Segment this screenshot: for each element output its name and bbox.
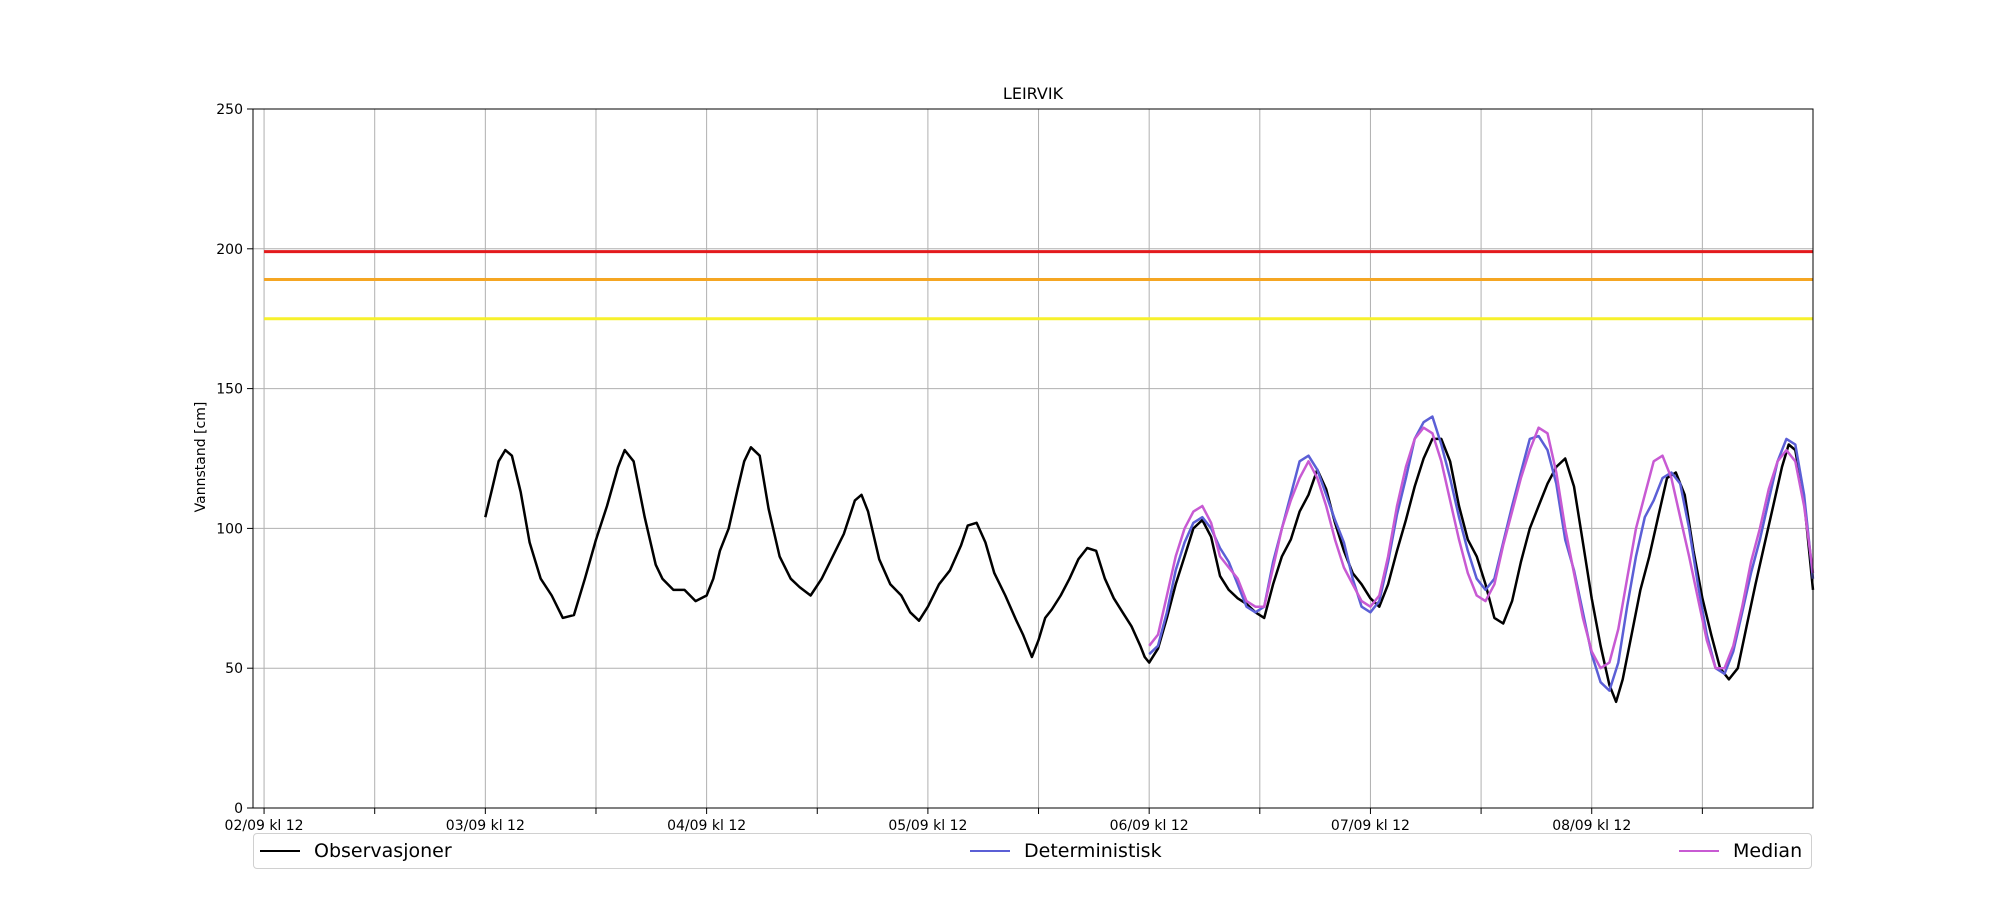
legend-item-deterministisk: Deterministisk bbox=[970, 834, 1162, 868]
axes: 0 50 100 150 200 250 02/09 kl 12 03/09 kl 12 04/… bbox=[216, 102, 1814, 834]
plot-frame bbox=[252, 108, 1814, 809]
legend-label-median: Median bbox=[1733, 840, 1803, 862]
legend-item-median: Median bbox=[1679, 834, 1802, 868]
x-tick-label-4: 04/09 kl 12 bbox=[667, 818, 746, 834]
legend-swatch-deterministisk bbox=[970, 850, 1010, 852]
legend-swatch-median bbox=[1679, 850, 1719, 852]
series-line-deterministisk bbox=[1148, 415, 1815, 692]
y-axis-label: Vannstand [cm] bbox=[193, 402, 209, 513]
legend: Observasjoner Deterministisk Median bbox=[253, 833, 1812, 869]
y-tick-label-4: 200 bbox=[216, 242, 243, 258]
series-line-median bbox=[1148, 426, 1815, 670]
threshold-lines bbox=[264, 250, 1813, 321]
x-tick-label-6: 05/09 kl 12 bbox=[888, 818, 967, 834]
y-tick-label-5: 250 bbox=[216, 102, 243, 118]
legend-label-observasjoner: Observasjoner bbox=[314, 840, 452, 862]
chart-title: LEIRVIK bbox=[1003, 84, 1064, 103]
y-tick-label-1: 50 bbox=[225, 661, 243, 677]
x-tick-label-8: 06/09 kl 12 bbox=[1110, 818, 1189, 834]
grid bbox=[253, 108, 1813, 809]
legend-swatch-observasjoner bbox=[260, 850, 300, 852]
series-lines bbox=[484, 415, 1815, 704]
y-tick-label-3: 150 bbox=[216, 382, 243, 398]
legend-label-deterministisk: Deterministisk bbox=[1024, 840, 1162, 862]
legend-item-observasjoner: Observasjoner bbox=[260, 834, 452, 868]
x-tick-label-0: 02/09 kl 12 bbox=[225, 818, 304, 834]
x-tick-label-2: 03/09 kl 12 bbox=[446, 818, 525, 834]
y-tick-label-0: 0 bbox=[234, 801, 243, 817]
x-tick-label-10: 07/09 kl 12 bbox=[1331, 818, 1410, 834]
y-tick-label-2: 100 bbox=[216, 521, 243, 537]
x-tick-label-12: 08/09 kl 12 bbox=[1552, 818, 1631, 834]
